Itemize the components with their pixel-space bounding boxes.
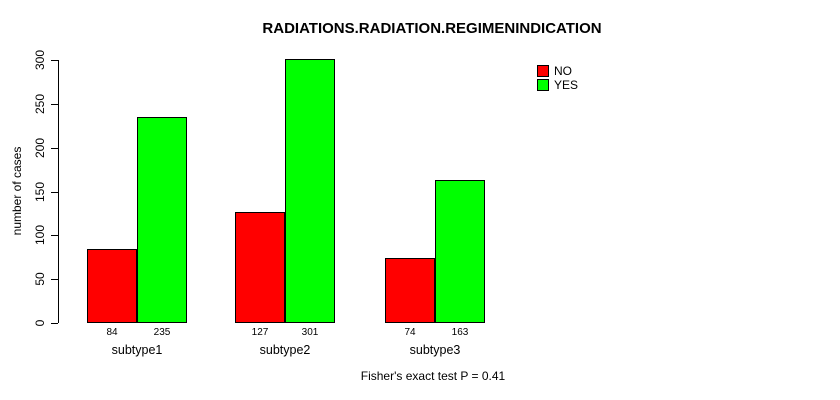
- y-axis-line: [58, 60, 59, 323]
- annotation-fisher-test: Fisher's exact test P = 0.41: [360, 369, 506, 383]
- bar-no-subtype2: [235, 211, 285, 323]
- legend-swatch-yes: [537, 79, 549, 91]
- y-tick: [51, 103, 58, 105]
- bar-value-label: 127: [251, 327, 269, 338]
- y-tick-label: 150: [33, 181, 47, 202]
- bar-value-label: 84: [106, 327, 118, 338]
- category-label-subtype3: subtype3: [409, 343, 461, 357]
- bar-no-subtype3: [385, 258, 435, 323]
- legend-item-yes: YES: [537, 78, 578, 92]
- y-tick: [51, 323, 58, 324]
- bar-yes-subtype3: [435, 180, 485, 323]
- bar-value-label: 301: [301, 327, 319, 338]
- y-tick: [51, 147, 58, 149]
- y-tick-label: 0: [33, 319, 47, 327]
- y-tick: [51, 191, 58, 193]
- bar-yes-subtype2: [285, 59, 335, 323]
- y-tick: [51, 60, 58, 61]
- chart-title: RADIATIONS.RADIATION.REGIMENINDICATION: [262, 20, 602, 37]
- bar-no-subtype1: [87, 249, 137, 323]
- bar-value-label: 163: [451, 327, 469, 338]
- y-tick: [51, 279, 58, 281]
- y-tick-label: 100: [33, 225, 47, 246]
- bar-yes-subtype1: [137, 116, 187, 323]
- y-tick: [51, 235, 58, 237]
- legend-swatch-no: [537, 65, 549, 77]
- legend-label-no: NO: [554, 64, 572, 78]
- legend: NO YES: [537, 64, 578, 92]
- legend-label-yes: YES: [554, 78, 579, 92]
- legend-item-no: NO: [537, 64, 578, 78]
- bar-value-label: 74: [404, 327, 416, 338]
- y-tick-label: 300: [33, 49, 47, 71]
- y-axis-label: number of cases: [10, 146, 24, 236]
- category-label-subtype1: subtype1: [111, 343, 163, 357]
- y-tick-label: 200: [33, 137, 47, 158]
- bar-value-label: 235: [153, 327, 171, 338]
- y-tick-label: 50: [33, 272, 47, 286]
- y-tick-label: 250: [33, 93, 47, 114]
- category-label-subtype2: subtype2: [259, 343, 311, 357]
